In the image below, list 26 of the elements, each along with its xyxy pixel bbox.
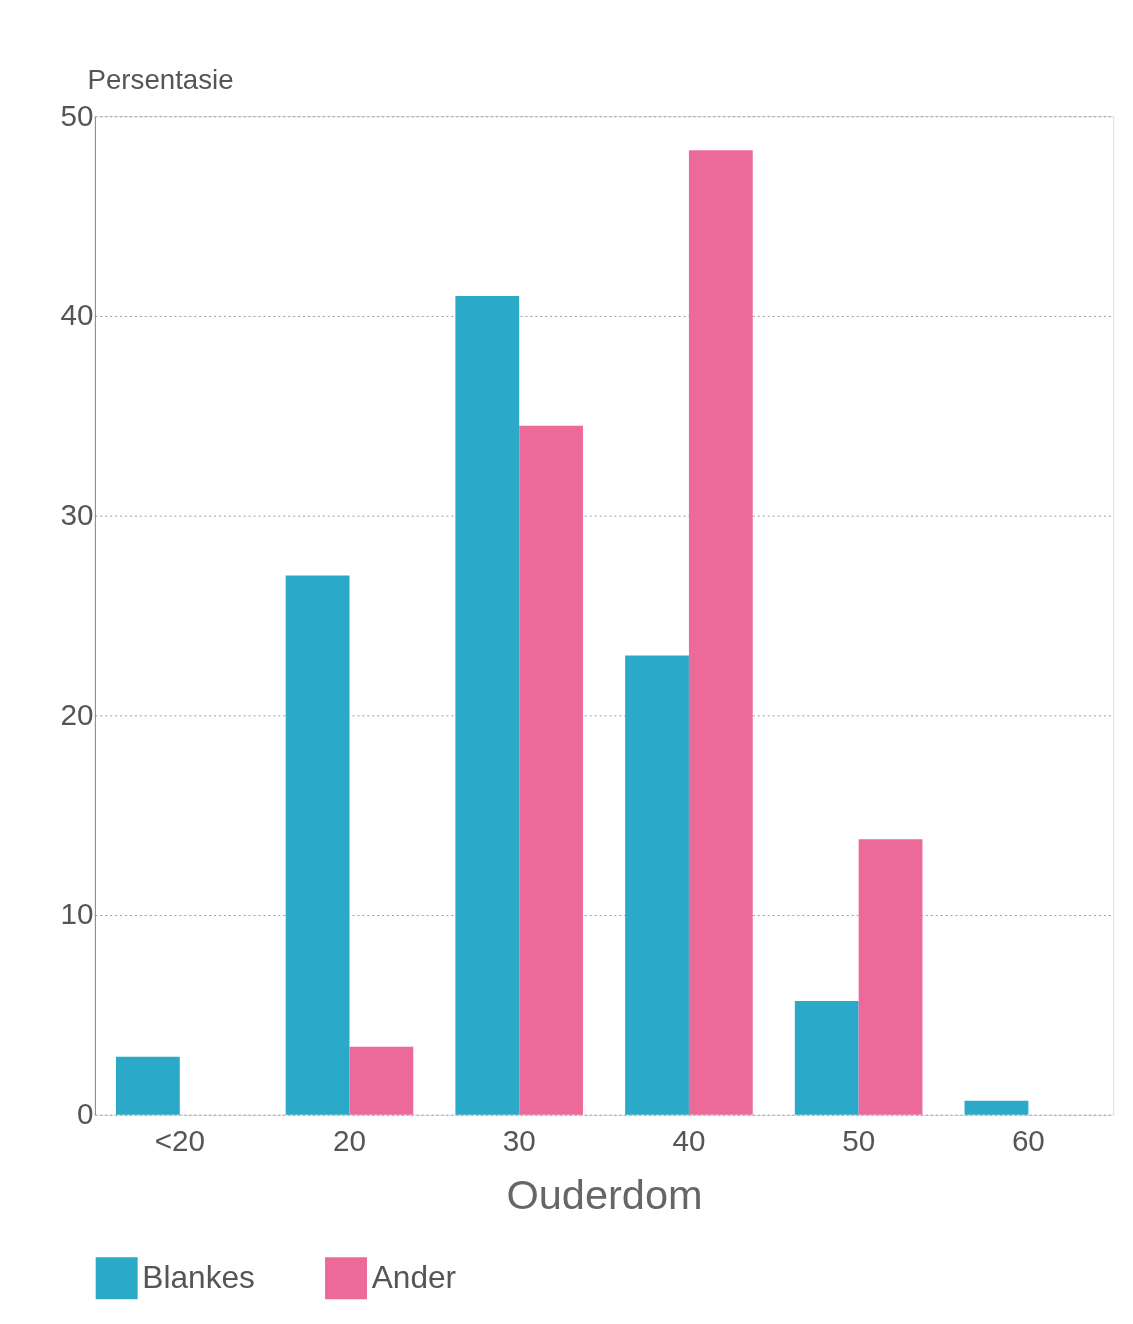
bar (455, 295, 520, 1115)
x-axis-title: Ouderdom (506, 1171, 703, 1219)
y-tick-label: 50 (60, 98, 94, 132)
bar (285, 575, 350, 1115)
bar (349, 1046, 414, 1115)
bar (519, 425, 584, 1115)
x-tick-label: 20 (333, 1123, 366, 1157)
bar (858, 839, 923, 1115)
bar (688, 150, 753, 1115)
y-tick-label: 20 (60, 697, 94, 731)
x-tick-label: 50 (842, 1123, 876, 1157)
legend-label: Blankes (142, 1259, 255, 1296)
bar (794, 1000, 859, 1115)
x-tick-label: 30 (502, 1123, 536, 1157)
y-tick-label: 10 (60, 897, 94, 931)
y-axis-title: Persentasie (87, 64, 234, 96)
bar (625, 655, 689, 1115)
x-tick-label: 60 (1011, 1123, 1045, 1157)
x-tick-label: 40 (672, 1123, 706, 1157)
legend-label: Ander (371, 1259, 457, 1296)
y-tick-label: 30 (60, 498, 94, 532)
y-tick-label: 0 (76, 1097, 94, 1131)
y-tick-label: 40 (60, 298, 94, 332)
bar (115, 1056, 180, 1115)
bar (964, 1100, 1029, 1115)
x-tick-label: <20 (154, 1123, 205, 1157)
